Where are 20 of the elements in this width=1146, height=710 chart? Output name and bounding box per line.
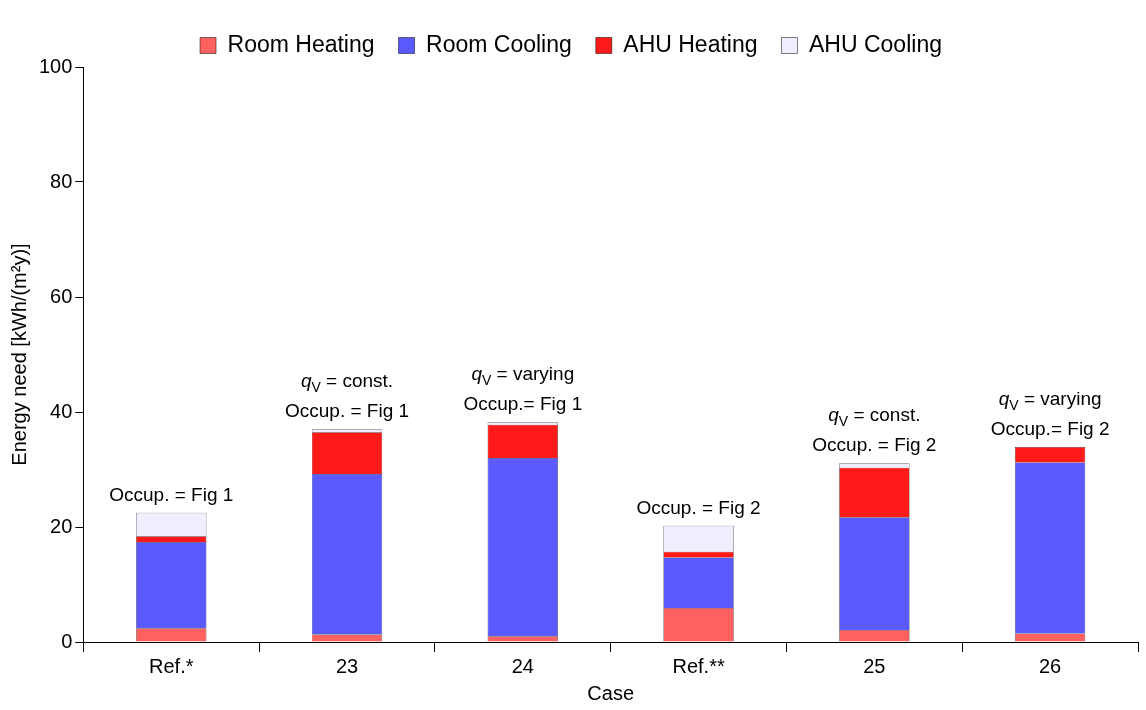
x-tick-label: 25: [863, 654, 886, 677]
legend-label: AHU Heating: [623, 30, 758, 57]
x-tick-label: 23: [335, 654, 359, 677]
x-tick-label: Ref.*: [149, 654, 194, 677]
y-tick-label: 60: [50, 284, 73, 307]
legend-label: AHU Cooling: [809, 30, 942, 57]
annotation: Occup. = Fig 2: [636, 496, 761, 518]
y-tick-label: 100: [38, 54, 73, 77]
x-axis-title: Case: [587, 681, 635, 704]
x-tick-label: 24: [511, 654, 534, 677]
legend-label: Room Heating: [227, 30, 375, 57]
y-tick-label: 20: [50, 514, 73, 537]
annotation: Occup. = Fig 1: [109, 483, 234, 505]
y-axis-title: Energy need [kWh/(m²y)]: [7, 243, 30, 466]
y-tick-label: 80: [50, 169, 73, 192]
x-tick-label: 26: [1038, 654, 1062, 677]
y-tick-label: 40: [50, 399, 73, 422]
y-tick-label: 0: [61, 629, 73, 652]
x-tick-label: Ref.**: [672, 654, 725, 677]
legend-label: Room Cooling: [426, 30, 572, 57]
